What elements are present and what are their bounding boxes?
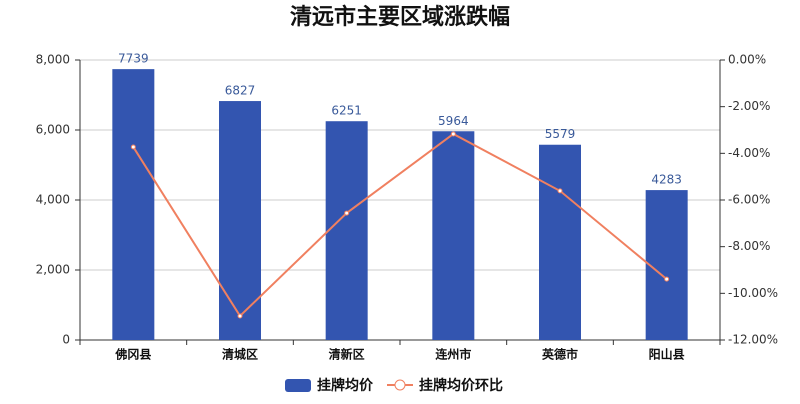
data-label: 6251 xyxy=(331,104,362,118)
line-point xyxy=(130,144,136,150)
x-tick-label: 英德市 xyxy=(542,347,578,362)
line-point xyxy=(237,313,243,319)
data-label: 7739 xyxy=(118,52,149,66)
line-point xyxy=(344,210,350,216)
line-point xyxy=(557,188,563,194)
y-tick-label: 4,000 xyxy=(36,193,70,207)
x-tick-label: 连州市 xyxy=(435,347,471,362)
data-label: 4283 xyxy=(651,173,682,187)
bar xyxy=(112,69,155,340)
y2-tick-label: -6.00% xyxy=(728,193,770,207)
line-point xyxy=(450,131,456,137)
y2-tick-label: -4.00% xyxy=(728,146,770,160)
x-tick-label: 清城区 xyxy=(222,347,258,362)
y-tick-label: 6,000 xyxy=(36,123,70,137)
bar xyxy=(539,144,581,340)
x-tick-label: 阳山县 xyxy=(649,347,685,362)
data-label: 6827 xyxy=(225,84,256,98)
y-tick-label: 8,000 xyxy=(36,53,70,67)
bar xyxy=(219,101,261,341)
x-tick-label: 清新区 xyxy=(329,347,365,362)
legend-swatch xyxy=(394,379,406,391)
x-tick-label: 佛冈县 xyxy=(114,347,151,362)
y2-tick-label: -10.00% xyxy=(728,286,778,300)
y-tick-label: 2,000 xyxy=(36,263,70,277)
y-tick-label: 0 xyxy=(62,333,70,347)
line-point xyxy=(664,276,670,282)
data-label: 5579 xyxy=(545,127,576,141)
chart-title: 清远市主要区域涨跌幅 xyxy=(290,4,510,30)
legend-label: 挂牌均价环比 xyxy=(419,377,503,394)
bar xyxy=(325,121,368,340)
bar xyxy=(432,131,475,340)
line xyxy=(132,132,668,318)
legend-label: 挂牌均价 xyxy=(317,377,374,394)
y2-tick-label: 0.00% xyxy=(728,53,766,67)
y2-tick-label: -2.00% xyxy=(728,99,770,113)
legend-swatch xyxy=(285,379,311,392)
data-label: 5964 xyxy=(438,114,469,128)
bar xyxy=(645,190,688,340)
y2-tick-label: -8.00% xyxy=(728,239,770,253)
y2-tick-label: -12.00% xyxy=(728,333,778,347)
